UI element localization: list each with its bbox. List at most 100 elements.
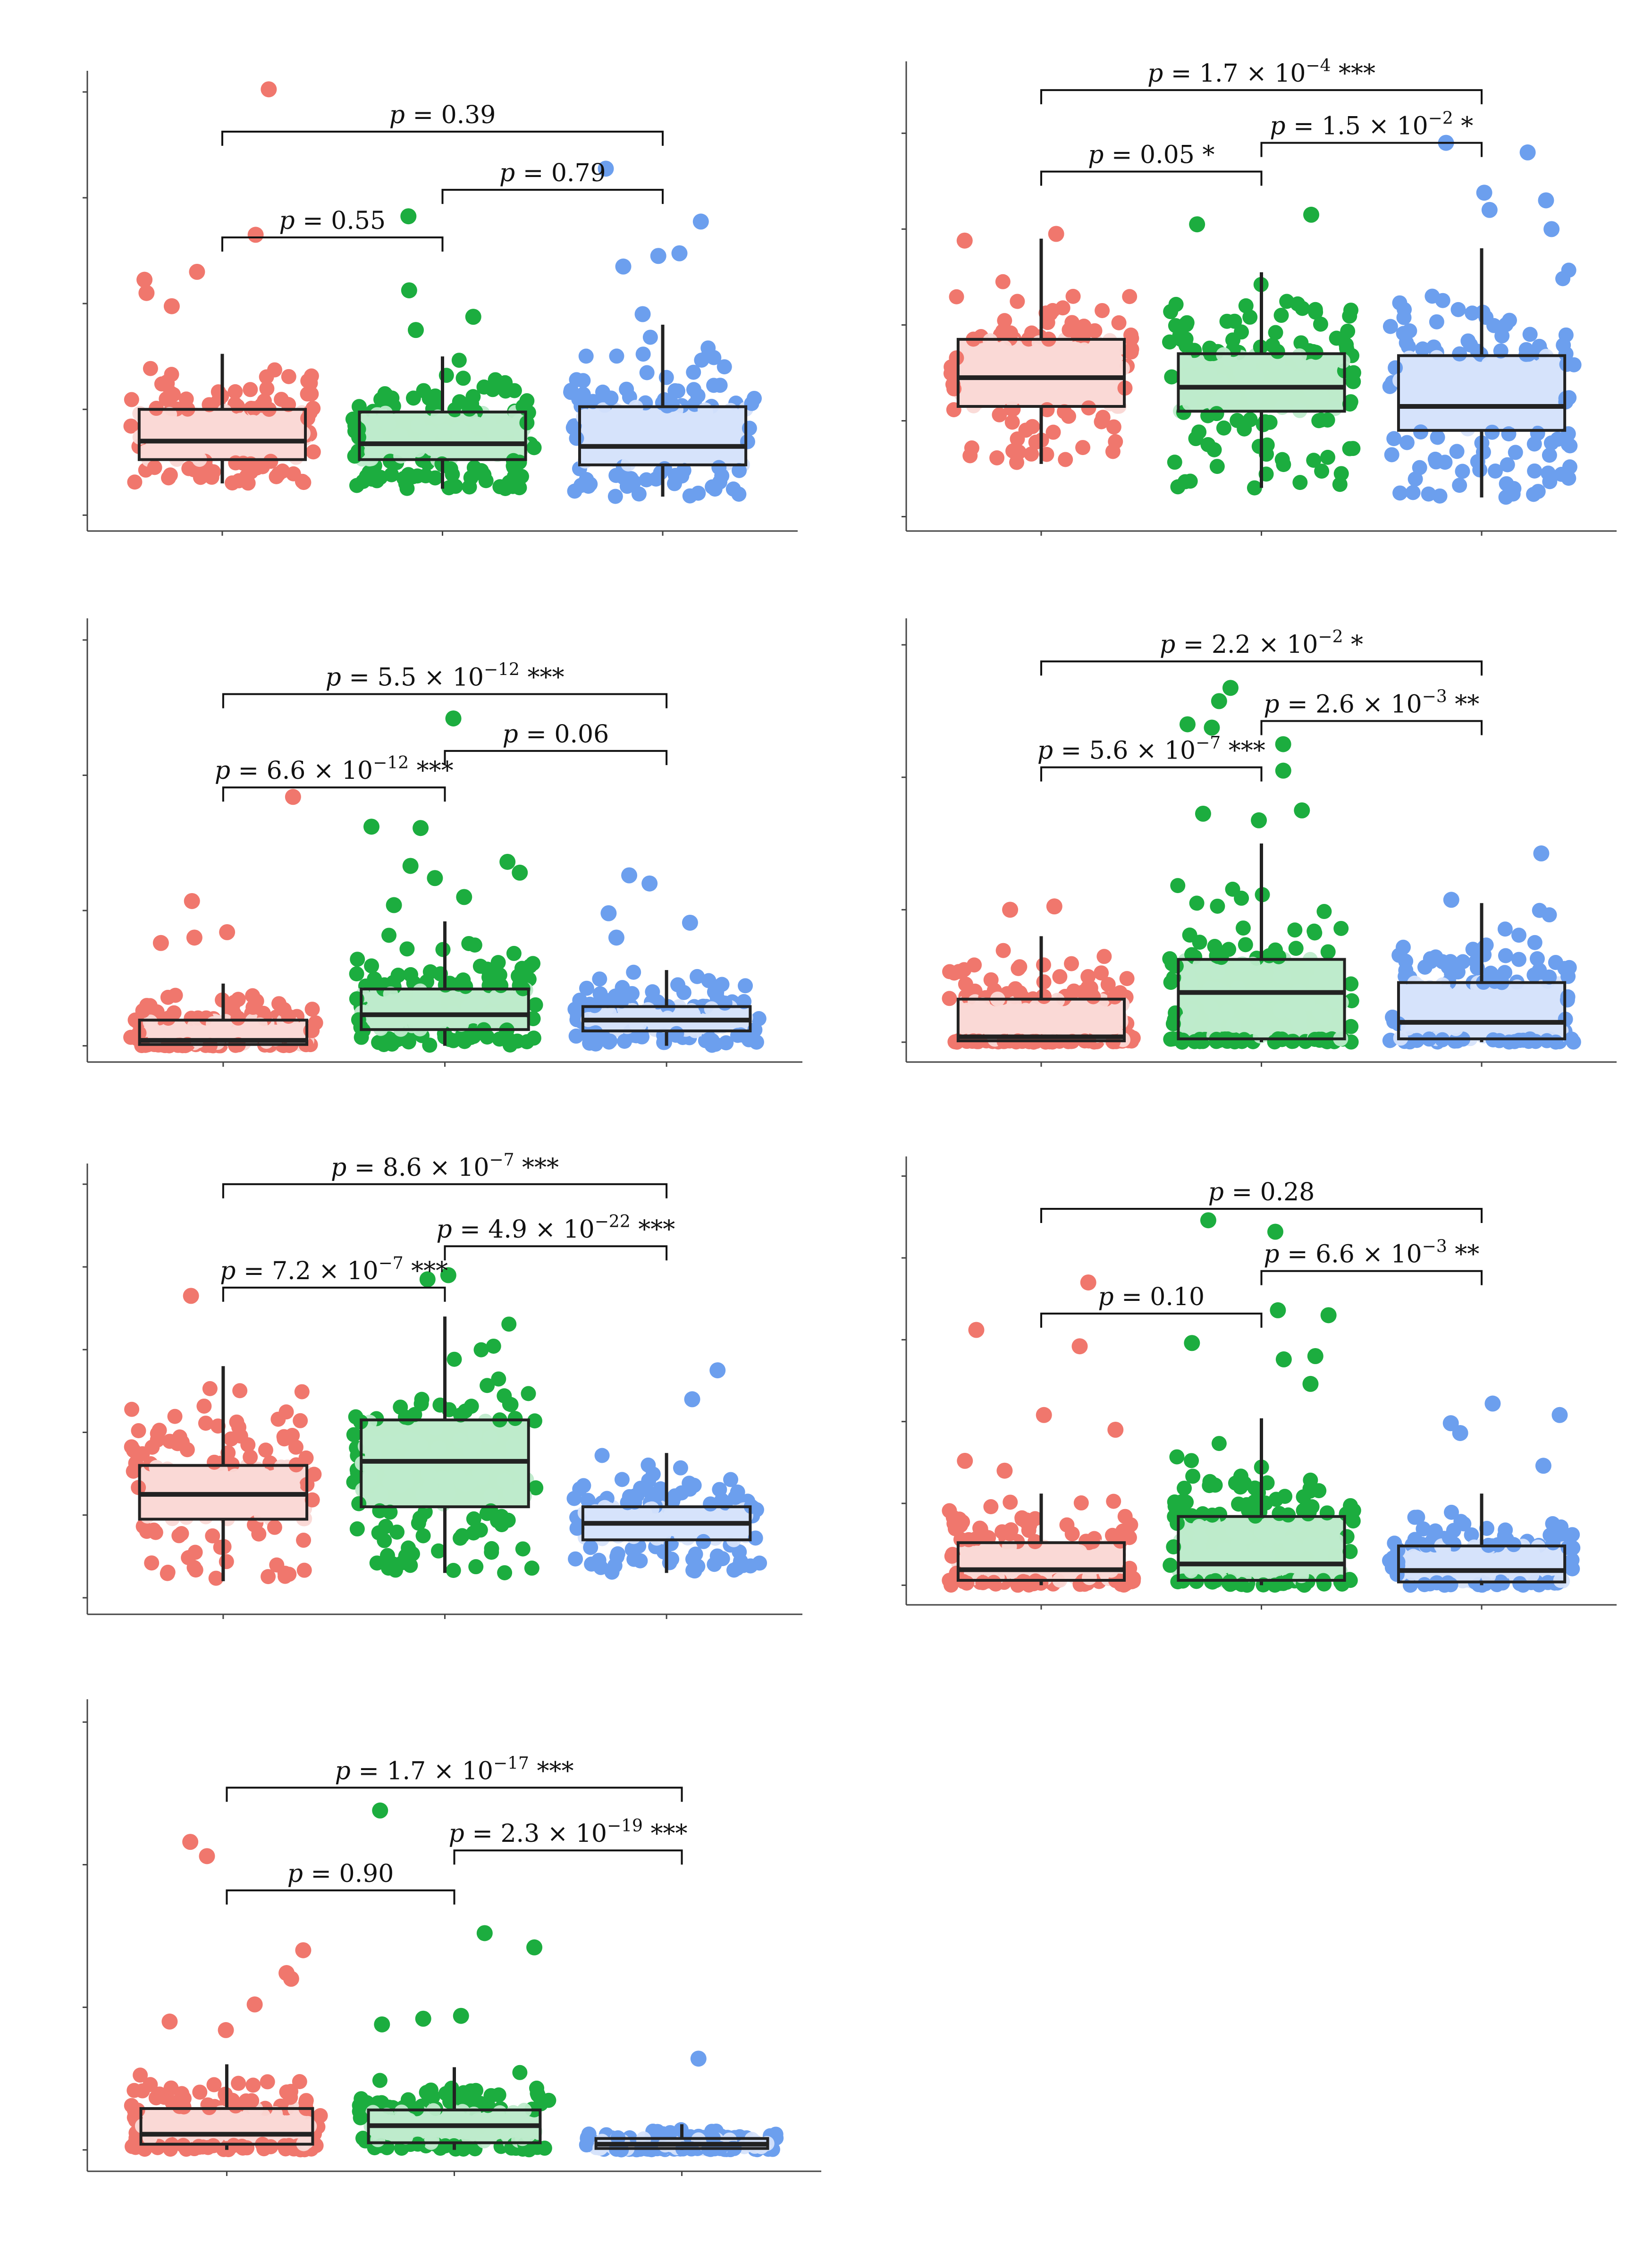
outlier-point-2021 — [1476, 185, 1492, 201]
data-point-2020 — [479, 1506, 495, 1521]
outlier-point-2019 — [189, 263, 205, 280]
data-point-2020 — [1174, 1494, 1189, 1510]
data-point-2020 — [436, 424, 452, 439]
outlier-point-2021 — [1481, 202, 1498, 218]
data-point-2020 — [452, 1433, 468, 1448]
data-point-2019 — [1113, 985, 1128, 1001]
data-point-2021 — [609, 1549, 625, 1565]
data-point-2019 — [206, 2077, 222, 2092]
data-point-2020 — [1234, 324, 1249, 340]
data-point-2019 — [139, 1524, 154, 1539]
data-point-2019 — [229, 1414, 244, 1430]
outlier-point-2021 — [690, 2050, 707, 2067]
data-point-2020 — [515, 1541, 531, 1557]
data-point-2019 — [1029, 379, 1045, 395]
data-point-2019 — [1009, 1550, 1024, 1566]
box-2019 — [956, 997, 1126, 1043]
data-point-2020 — [1221, 942, 1237, 957]
data-point-2021 — [1424, 288, 1440, 304]
data-point-2020 — [349, 478, 364, 493]
box-2021 — [1397, 354, 1567, 432]
data-point-2021 — [685, 1552, 700, 1567]
data-point-2020 — [500, 1512, 516, 1528]
data-point-2020 — [521, 1386, 536, 1401]
data-point-2021 — [1550, 431, 1566, 447]
data-point-2021 — [732, 463, 747, 478]
data-point-2020 — [1329, 330, 1344, 346]
data-point-2020 — [465, 389, 481, 405]
data-point-2021 — [626, 1529, 641, 1544]
data-point-2021 — [1559, 992, 1575, 1008]
p-value-label: p = 0.06 — [502, 720, 609, 749]
data-point-2019 — [159, 445, 175, 461]
data-point-2021 — [1548, 955, 1563, 970]
data-point-2019 — [1012, 959, 1028, 975]
data-point-2020 — [533, 2096, 549, 2111]
data-point-2020 — [389, 1524, 405, 1540]
data-point-2019 — [300, 386, 315, 402]
data-point-2021 — [1430, 430, 1445, 445]
data-point-2020 — [1192, 958, 1207, 973]
data-point-2021 — [1489, 364, 1504, 380]
data-point-2020 — [349, 1521, 365, 1537]
data-point-2020 — [393, 428, 408, 443]
data-point-2020 — [428, 388, 443, 404]
data-point-2020 — [1238, 1529, 1253, 1545]
data-point-2021 — [1428, 949, 1443, 965]
data-point-2021 — [607, 489, 623, 504]
data-point-2021 — [1405, 485, 1421, 500]
data-point-2019 — [1106, 1493, 1121, 1509]
data-point-2019 — [1106, 419, 1121, 435]
significance-bracket — [226, 1787, 683, 1802]
data-point-2020 — [1192, 935, 1207, 950]
data-point-2019 — [1038, 1020, 1054, 1036]
data-point-2020 — [1314, 464, 1330, 479]
data-point-2021 — [1499, 476, 1514, 491]
data-point-2019 — [1017, 385, 1032, 400]
data-point-2019 — [1073, 1495, 1089, 1511]
data-point-2020 — [1242, 309, 1258, 325]
box-2019 — [139, 2107, 314, 2146]
data-point-2020 — [1219, 1004, 1234, 1020]
outlier-point-2020 — [445, 710, 462, 727]
data-point-2019 — [1100, 977, 1116, 992]
data-point-2021 — [566, 1491, 582, 1506]
data-point-2020 — [397, 1409, 413, 1425]
data-point-2019 — [130, 1014, 146, 1030]
p-value-label: p = 0.79 — [499, 159, 606, 187]
outlier-point-2020 — [413, 820, 429, 836]
data-point-2019 — [192, 2084, 208, 2100]
data-point-2020 — [489, 989, 504, 1005]
data-point-2021 — [582, 1031, 598, 1047]
data-point-2019 — [163, 385, 178, 401]
data-point-2020 — [350, 952, 365, 967]
data-point-2020 — [1259, 437, 1275, 453]
outlier-point-2020 — [1267, 1223, 1283, 1240]
data-point-2020 — [392, 1434, 408, 1449]
outlier-point-2020 — [1303, 206, 1320, 223]
data-point-2021 — [667, 468, 683, 483]
data-point-2020 — [488, 372, 503, 388]
data-point-2020 — [467, 937, 482, 953]
data-point-2019 — [1036, 989, 1052, 1004]
data-point-2021 — [644, 1486, 659, 1502]
data-point-2020 — [353, 2110, 368, 2125]
data-point-2020 — [1209, 459, 1225, 474]
box-2019 — [137, 408, 307, 461]
outlier-point-2021 — [621, 867, 638, 884]
data-point-2021 — [1542, 969, 1557, 985]
data-point-2020 — [1170, 878, 1186, 894]
data-point-2019 — [245, 1000, 261, 1015]
outlier-point-2019 — [1002, 902, 1019, 918]
data-point-2020 — [1252, 1547, 1268, 1563]
data-point-2020 — [476, 467, 492, 482]
data-point-2019 — [281, 1567, 297, 1582]
data-point-2020 — [506, 1437, 521, 1453]
data-point-2019 — [281, 369, 296, 384]
data-point-2020 — [380, 1560, 396, 1576]
data-point-2019 — [263, 454, 278, 469]
data-point-2021 — [1429, 314, 1444, 329]
data-point-2020 — [521, 2127, 536, 2142]
data-point-2021 — [730, 409, 745, 424]
data-point-2020 — [506, 383, 522, 398]
